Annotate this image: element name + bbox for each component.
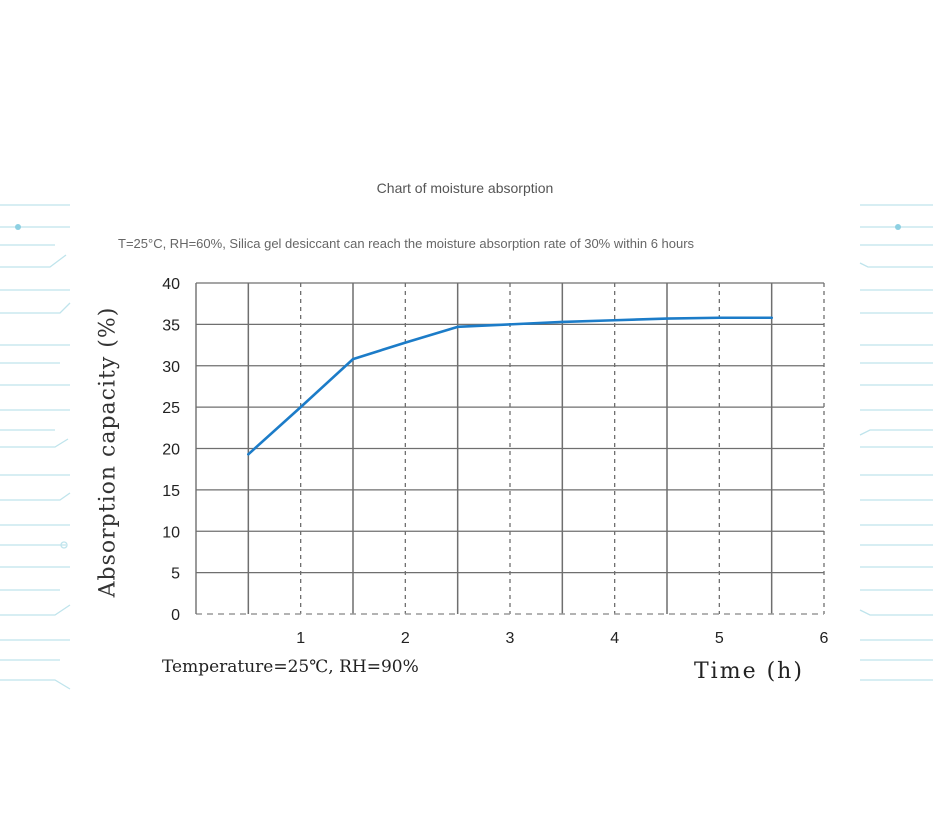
- x-tick-label: 3: [506, 630, 515, 647]
- series-absorption: [247, 316, 773, 456]
- x-tick-label: 6: [820, 630, 829, 647]
- y-tick-label: 40: [162, 276, 180, 293]
- data-point: [351, 357, 355, 361]
- y-tick-labels: 0 5 10 15 20 25 30 35 40: [162, 276, 180, 624]
- data-point: [561, 320, 564, 324]
- data-point: [299, 405, 302, 409]
- plot-axes: [195, 283, 824, 615]
- y-tick-label: 5: [171, 566, 180, 583]
- x-tick-label: 2: [401, 630, 410, 647]
- y-tick-label: 20: [162, 442, 180, 459]
- y-tick-label: 30: [162, 359, 180, 376]
- data-point: [665, 317, 669, 320]
- x-tick-label: 5: [715, 630, 724, 647]
- data-point: [404, 341, 407, 344]
- chart-subtitle: T=25°C, RH=60%, Silica gel desiccant can…: [118, 236, 695, 251]
- decorative-circuit-lines-right: [859, 204, 933, 681]
- y-tick-label: 0: [171, 607, 180, 624]
- data-point: [508, 323, 512, 326]
- decorative-circuit-lines-left: [0, 204, 71, 690]
- data-point: [718, 316, 721, 319]
- data-point: [770, 316, 773, 319]
- series-line: [247, 316, 773, 456]
- x-axis-label: Time (h): [694, 659, 804, 684]
- data-point: [456, 325, 459, 329]
- y-tick-label: 15: [162, 483, 180, 500]
- chart-title: Chart of moisture absorption: [376, 180, 554, 196]
- y-tick-label: 25: [162, 400, 180, 417]
- data-point: [247, 453, 250, 456]
- y-tick-label: 35: [162, 317, 180, 334]
- conditions-annotation: Temperature=25℃, RH=90%: [162, 657, 419, 677]
- x-tick-label: 1: [296, 630, 305, 647]
- x-tick-labels: 1 2 3 4 5 6: [296, 630, 828, 647]
- data-point: [613, 319, 616, 322]
- grid-vertical-dashed: [300, 283, 825, 614]
- y-tick-label: 10: [162, 524, 180, 541]
- x-tick-label: 4: [610, 630, 619, 647]
